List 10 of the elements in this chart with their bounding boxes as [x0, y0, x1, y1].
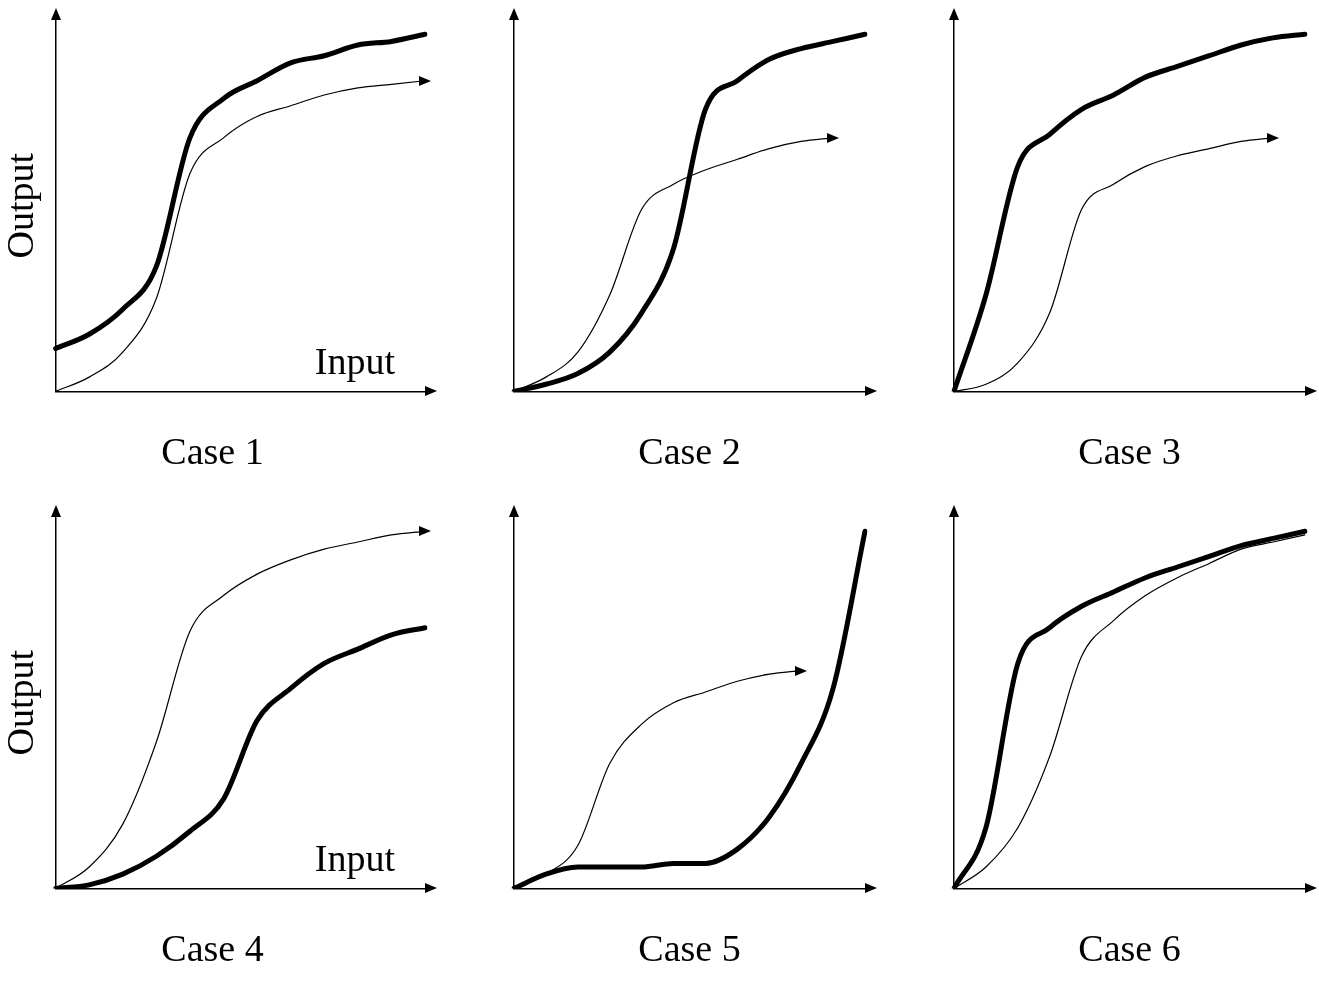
- text: Case 6: [1078, 927, 1181, 970]
- text: Case 1: [161, 430, 264, 473]
- x-axis-title: Input: [314, 340, 396, 383]
- text: Case 4: [161, 927, 264, 970]
- text: Case 3: [1078, 430, 1181, 473]
- text: Case 5: [638, 927, 741, 970]
- y-axis-title: Output: [0, 152, 41, 259]
- x-axis-title: Input: [314, 837, 396, 880]
- y-axis-title: Output: [0, 649, 41, 756]
- text: Case 2: [638, 430, 741, 473]
